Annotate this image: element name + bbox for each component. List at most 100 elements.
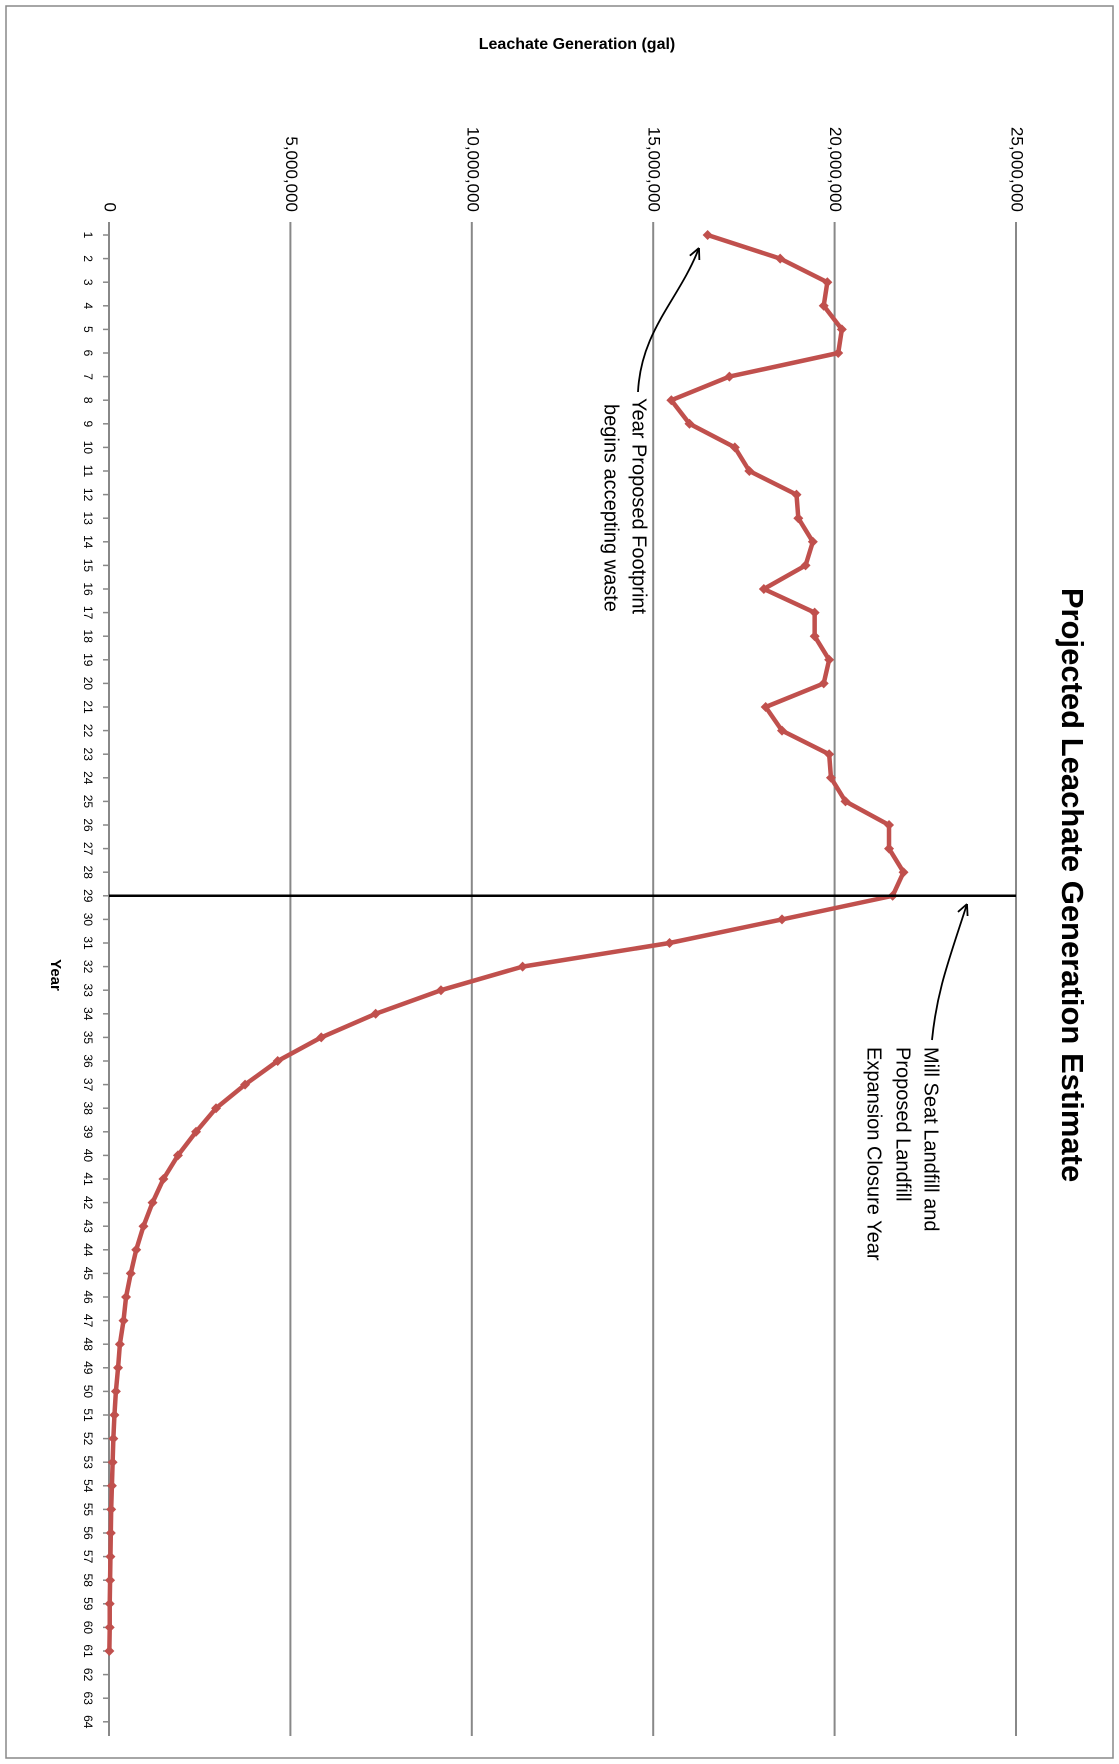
data-point <box>105 1528 116 1538</box>
x-tick-label: 41 <box>81 1172 95 1186</box>
data-point <box>104 1598 115 1609</box>
annotation-text: Mill Seat Landfill and <box>920 1047 942 1232</box>
data-point <box>191 1126 202 1137</box>
x-tick-label: 14 <box>81 535 95 549</box>
data-point <box>110 1386 121 1397</box>
data-point <box>113 1362 124 1373</box>
data-point <box>822 277 833 288</box>
chart-border <box>5 5 1114 1759</box>
data-point <box>775 253 786 264</box>
data-point <box>211 1103 222 1114</box>
x-tick-label: 38 <box>81 1102 95 1116</box>
x-tick-label: 4 <box>81 302 95 309</box>
data-point <box>104 1646 115 1656</box>
annotation-text: Expansion Closure Year <box>863 1047 885 1261</box>
data-point <box>147 1197 158 1208</box>
x-tick-label: 34 <box>81 1007 95 1021</box>
x-tick-label: 64 <box>81 1715 95 1729</box>
x-tick-label: 16 <box>81 582 95 596</box>
data-point <box>840 796 851 807</box>
x-axis-label: Year <box>47 959 64 991</box>
rotated-chart: Projected Leachate Generation Estimate Y… <box>5 5 1114 1759</box>
y-tick-label: 20,000,000 <box>826 127 845 212</box>
x-tick-label: 12 <box>81 488 95 502</box>
x-tick-label: 62 <box>81 1668 95 1682</box>
data-point <box>125 1268 136 1279</box>
y-tick-label: 0 <box>101 203 120 212</box>
data-point <box>105 1575 116 1586</box>
data-point <box>106 1480 117 1491</box>
data-point <box>758 584 769 594</box>
x-tick-label: 25 <box>81 795 95 809</box>
x-tick-label: 37 <box>81 1078 95 1092</box>
x-tick-label: 9 <box>81 420 95 427</box>
x-tick-label: 30 <box>81 913 95 927</box>
x-tick-label: 63 <box>81 1692 95 1706</box>
data-point <box>172 1150 183 1161</box>
x-tick-label: 1 <box>81 232 95 239</box>
annotation-text: Year Proposed Footprint <box>628 398 650 615</box>
chart-title: Projected Leachate Generation Estimate <box>1055 588 1090 1182</box>
y-tick-label: 5,000,000 <box>282 136 301 212</box>
x-tick-label: 50 <box>81 1385 95 1399</box>
x-tick-label: 53 <box>81 1456 95 1470</box>
x-tick-label: 48 <box>81 1338 95 1352</box>
x-tick-label: 39 <box>81 1125 95 1139</box>
x-tick-label: 29 <box>81 889 95 903</box>
x-tick-label: 52 <box>81 1432 95 1446</box>
x-tick-label: 6 <box>81 350 95 357</box>
data-point <box>106 1504 117 1515</box>
x-tick-label: 55 <box>81 1503 95 1517</box>
x-tick-label: 21 <box>81 700 95 714</box>
annotation-text: begins accepting waste <box>600 404 622 612</box>
data-point <box>158 1174 169 1184</box>
data-point <box>107 1457 118 1468</box>
x-tick-label: 20 <box>81 677 95 691</box>
data-point <box>664 938 675 948</box>
data-point <box>800 560 811 571</box>
arrow-head <box>966 903 969 917</box>
x-tick-label: 18 <box>81 630 95 644</box>
data-point <box>818 678 829 689</box>
data-point <box>517 961 528 972</box>
x-tick-label: 57 <box>81 1550 95 1564</box>
x-tick-label: 42 <box>81 1196 95 1210</box>
data-point <box>121 1292 132 1302</box>
data-point <box>118 1315 129 1326</box>
x-tick-label: 51 <box>81 1408 95 1422</box>
x-tick-label: 31 <box>81 936 95 950</box>
x-tick-label: 40 <box>81 1149 95 1163</box>
x-tick-label: 49 <box>81 1361 95 1375</box>
data-point <box>104 1622 115 1633</box>
x-tick-label: 13 <box>81 512 95 526</box>
x-tick-label: 22 <box>81 724 95 738</box>
data-point <box>825 772 836 783</box>
x-tick-label: 46 <box>81 1290 95 1304</box>
y-tick-label: 10,000,000 <box>463 127 482 212</box>
x-tick-label: 60 <box>81 1621 95 1635</box>
data-point <box>809 631 820 642</box>
data-point <box>131 1244 142 1255</box>
annotation-arrow <box>637 247 700 393</box>
y-tick-label: 25,000,000 <box>1008 127 1027 212</box>
x-tick-label: 36 <box>81 1054 95 1068</box>
x-tick-label: 43 <box>81 1220 95 1234</box>
x-tick-label: 23 <box>81 748 95 762</box>
x-tick-label: 56 <box>81 1526 95 1540</box>
x-tick-label: 28 <box>81 866 95 880</box>
x-tick-label: 58 <box>81 1574 95 1588</box>
x-tick-label: 7 <box>81 373 95 380</box>
x-tick-label: 47 <box>81 1314 95 1328</box>
x-tick-label: 35 <box>81 1031 95 1045</box>
data-point <box>702 230 713 240</box>
data-point <box>138 1221 149 1232</box>
x-tick-label: 5 <box>81 326 95 333</box>
data-point <box>724 371 735 382</box>
data-point <box>793 513 804 524</box>
x-tick-label: 59 <box>81 1597 95 1611</box>
x-tick-label: 3 <box>81 279 95 286</box>
x-tick-label: 33 <box>81 984 95 998</box>
data-point <box>105 1551 116 1562</box>
x-tick-label: 11 <box>81 465 95 478</box>
